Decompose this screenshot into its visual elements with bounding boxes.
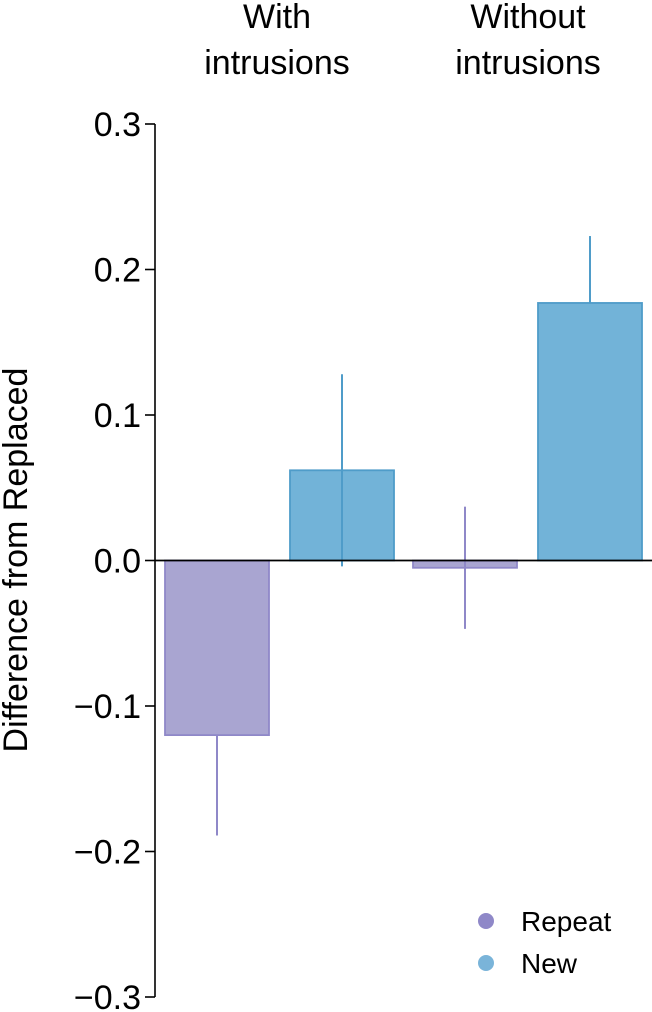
y-axis: −0.3 −0.2 −0.1 0.0 0.1 0.2 0.3 <box>74 106 156 1012</box>
group-label: With <box>243 0 311 36</box>
legend-marker-new <box>478 955 494 971</box>
y-tick-label: −0.1 <box>74 688 141 726</box>
group-label: intrusions <box>455 44 601 82</box>
bar-new <box>537 302 643 562</box>
group-labels: With intrusions Without intrusions <box>204 0 601 82</box>
legend-label-new: New <box>521 948 578 979</box>
y-tick-label: 0.3 <box>94 106 141 144</box>
group-label: intrusions <box>204 44 350 82</box>
legend: Repeat New <box>478 906 612 979</box>
y-tick-label: 0.2 <box>94 252 141 290</box>
bars <box>155 236 652 836</box>
legend-marker-repeat <box>478 913 494 929</box>
bar-repeat <box>164 559 270 737</box>
y-tick-label: 0.1 <box>94 397 141 435</box>
y-tick-label: −0.3 <box>74 979 141 1012</box>
y-tick-label: 0.0 <box>94 543 141 581</box>
y-axis-label: Difference from Replaced <box>0 368 35 753</box>
legend-label-repeat: Repeat <box>521 906 612 937</box>
y-tick-label: −0.2 <box>74 834 141 872</box>
group-label: Without <box>470 0 586 36</box>
